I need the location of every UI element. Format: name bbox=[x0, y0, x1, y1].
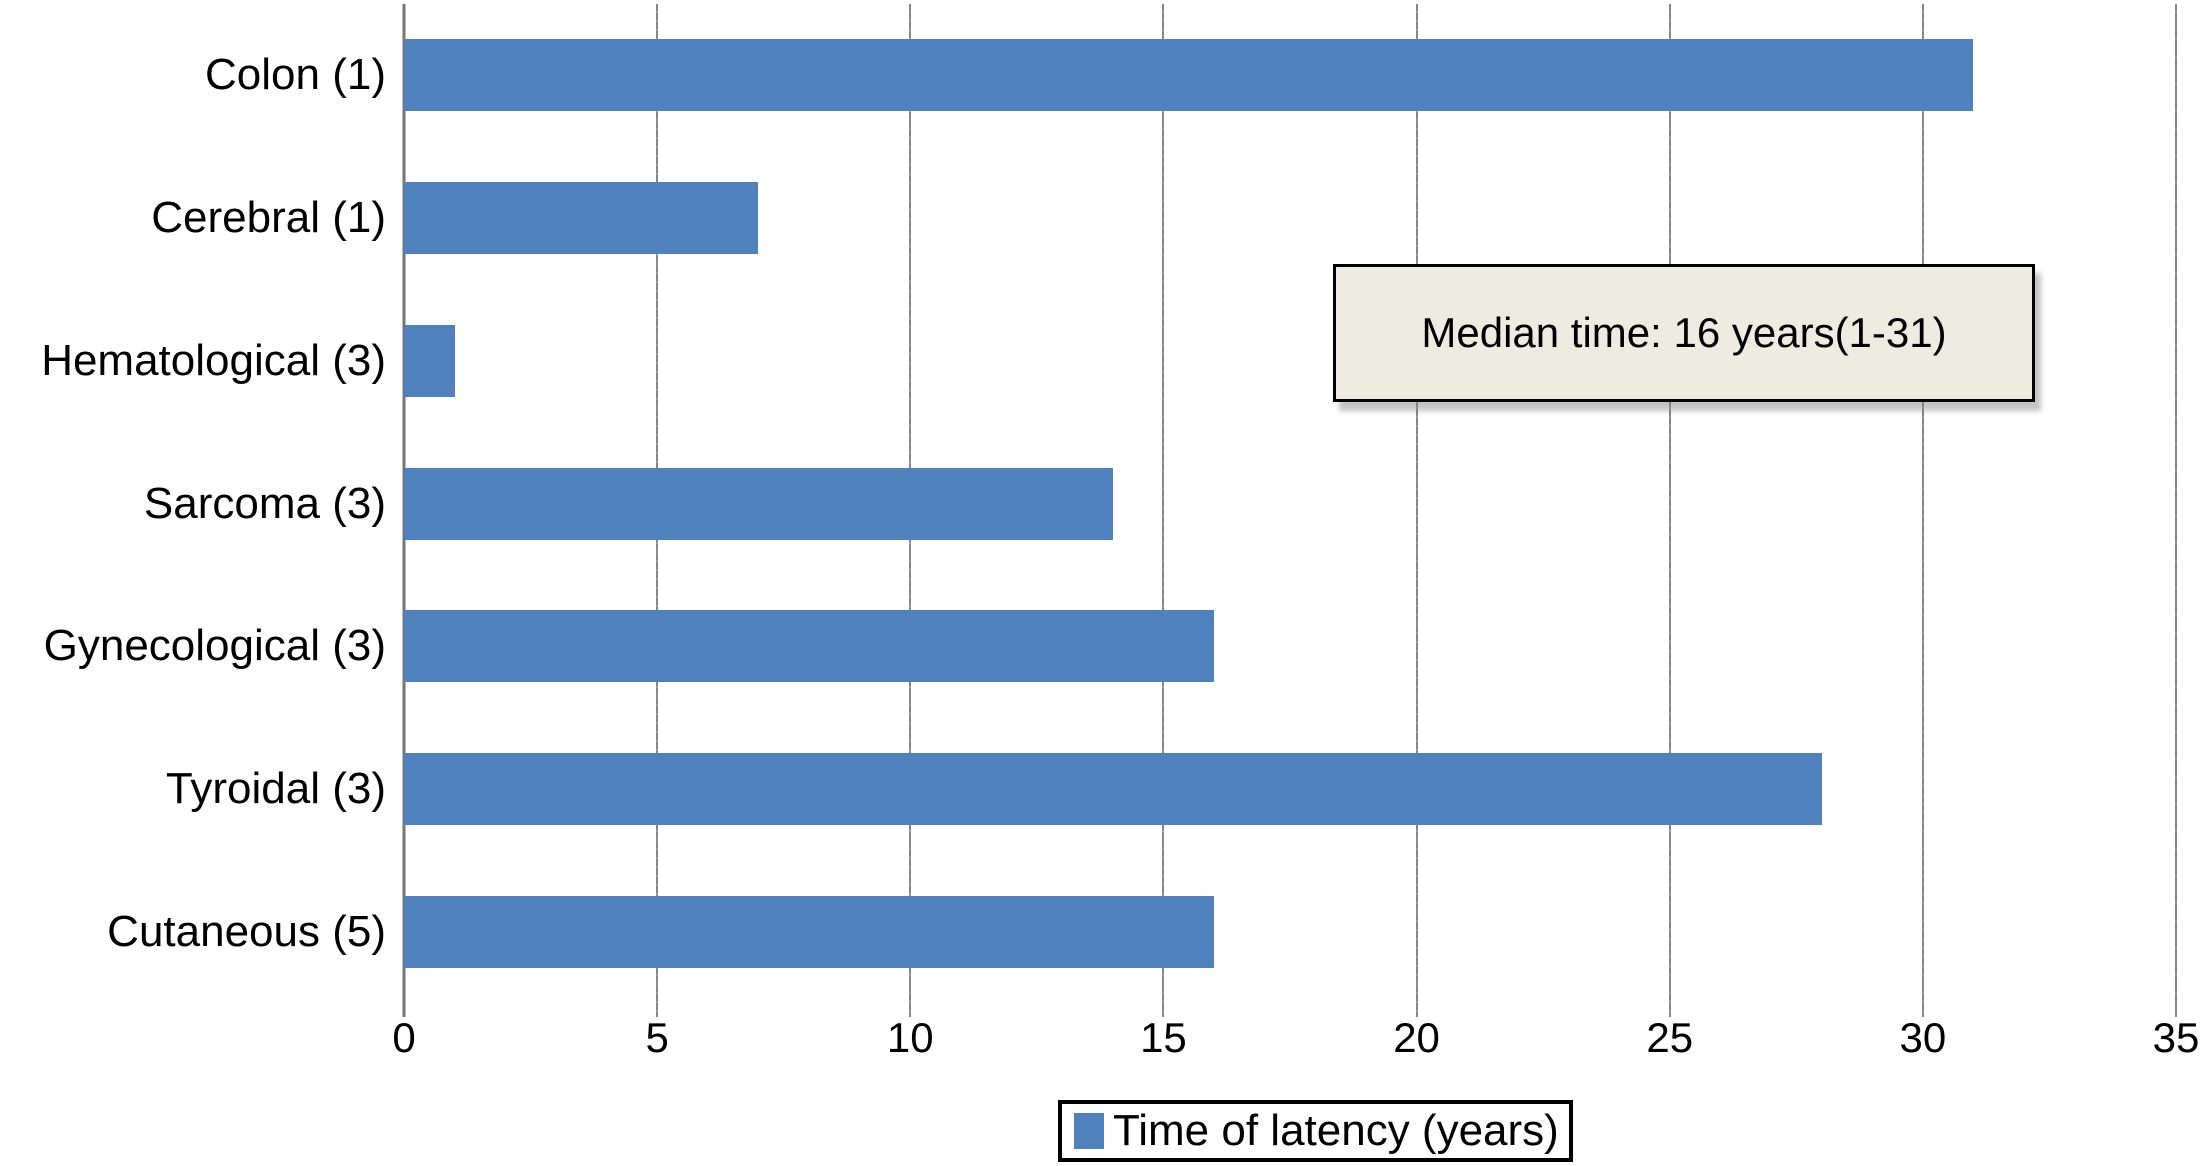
category-label: Hematological (3) bbox=[41, 335, 386, 385]
bar-cutaneous bbox=[404, 895, 1215, 968]
legend-swatch-icon bbox=[1074, 1113, 1104, 1149]
bar-tyroidal bbox=[404, 752, 1822, 825]
legend-label: Time of latency (years) bbox=[1113, 1106, 1559, 1155]
gridline-25 bbox=[1668, 4, 1671, 1017]
legend-box: Time of latency (years) bbox=[1058, 1100, 1573, 1162]
median-annotation-text: Median time: 16 years(1-31) bbox=[1421, 309, 1947, 356]
x-tick-label-25: 25 bbox=[1646, 1014, 1694, 1061]
bar-hematological bbox=[404, 324, 455, 397]
gridline-15 bbox=[1162, 4, 1165, 1017]
plot-area bbox=[402, 4, 2177, 1017]
category-label: Cerebral (1) bbox=[151, 193, 386, 243]
x-tick-label-5: 5 bbox=[645, 1014, 669, 1061]
bar-row bbox=[404, 432, 2176, 575]
bars-layer bbox=[404, 4, 2176, 1003]
bar-gynecological bbox=[404, 610, 1215, 683]
category-label: Gynecological (3) bbox=[43, 621, 386, 671]
bar-cerebral bbox=[404, 182, 759, 255]
category-label: Tyroidal (3) bbox=[165, 763, 386, 813]
category-label: Sarcoma (3) bbox=[143, 478, 386, 528]
gridline-20 bbox=[1415, 4, 1418, 1017]
bar-row bbox=[404, 575, 2176, 718]
bar-row bbox=[404, 289, 2176, 432]
x-tick-label-0: 0 bbox=[392, 1014, 416, 1061]
x-tick-label-35: 35 bbox=[2152, 1014, 2200, 1061]
x-tick-label-15: 15 bbox=[1140, 1014, 1187, 1061]
category-label: Cutaneous (5) bbox=[107, 906, 386, 956]
category-label: Colon (1) bbox=[205, 50, 386, 100]
bar-sarcoma bbox=[404, 467, 1113, 540]
bar-row bbox=[404, 4, 2176, 147]
bar-row bbox=[404, 718, 2176, 861]
bar-row bbox=[404, 860, 2176, 1003]
gridline-35 bbox=[2175, 4, 2177, 1017]
bar-row bbox=[404, 147, 2176, 290]
x-tick-label-20: 20 bbox=[1393, 1014, 1440, 1061]
bar-colon bbox=[404, 39, 1974, 112]
x-tick-label-10: 10 bbox=[886, 1014, 934, 1061]
value-axis: 0 5 10 15 20 25 30 35 bbox=[392, 1014, 2199, 1068]
gridline-30 bbox=[1921, 4, 1924, 1017]
x-tick-label-30: 30 bbox=[1899, 1014, 1947, 1061]
category-axis: Colon (1) Cerebral (1) Hematological (3) Sa… bbox=[0, 4, 386, 1003]
median-annotation-box: Median time: 16 years(1-31) bbox=[1333, 264, 2035, 402]
